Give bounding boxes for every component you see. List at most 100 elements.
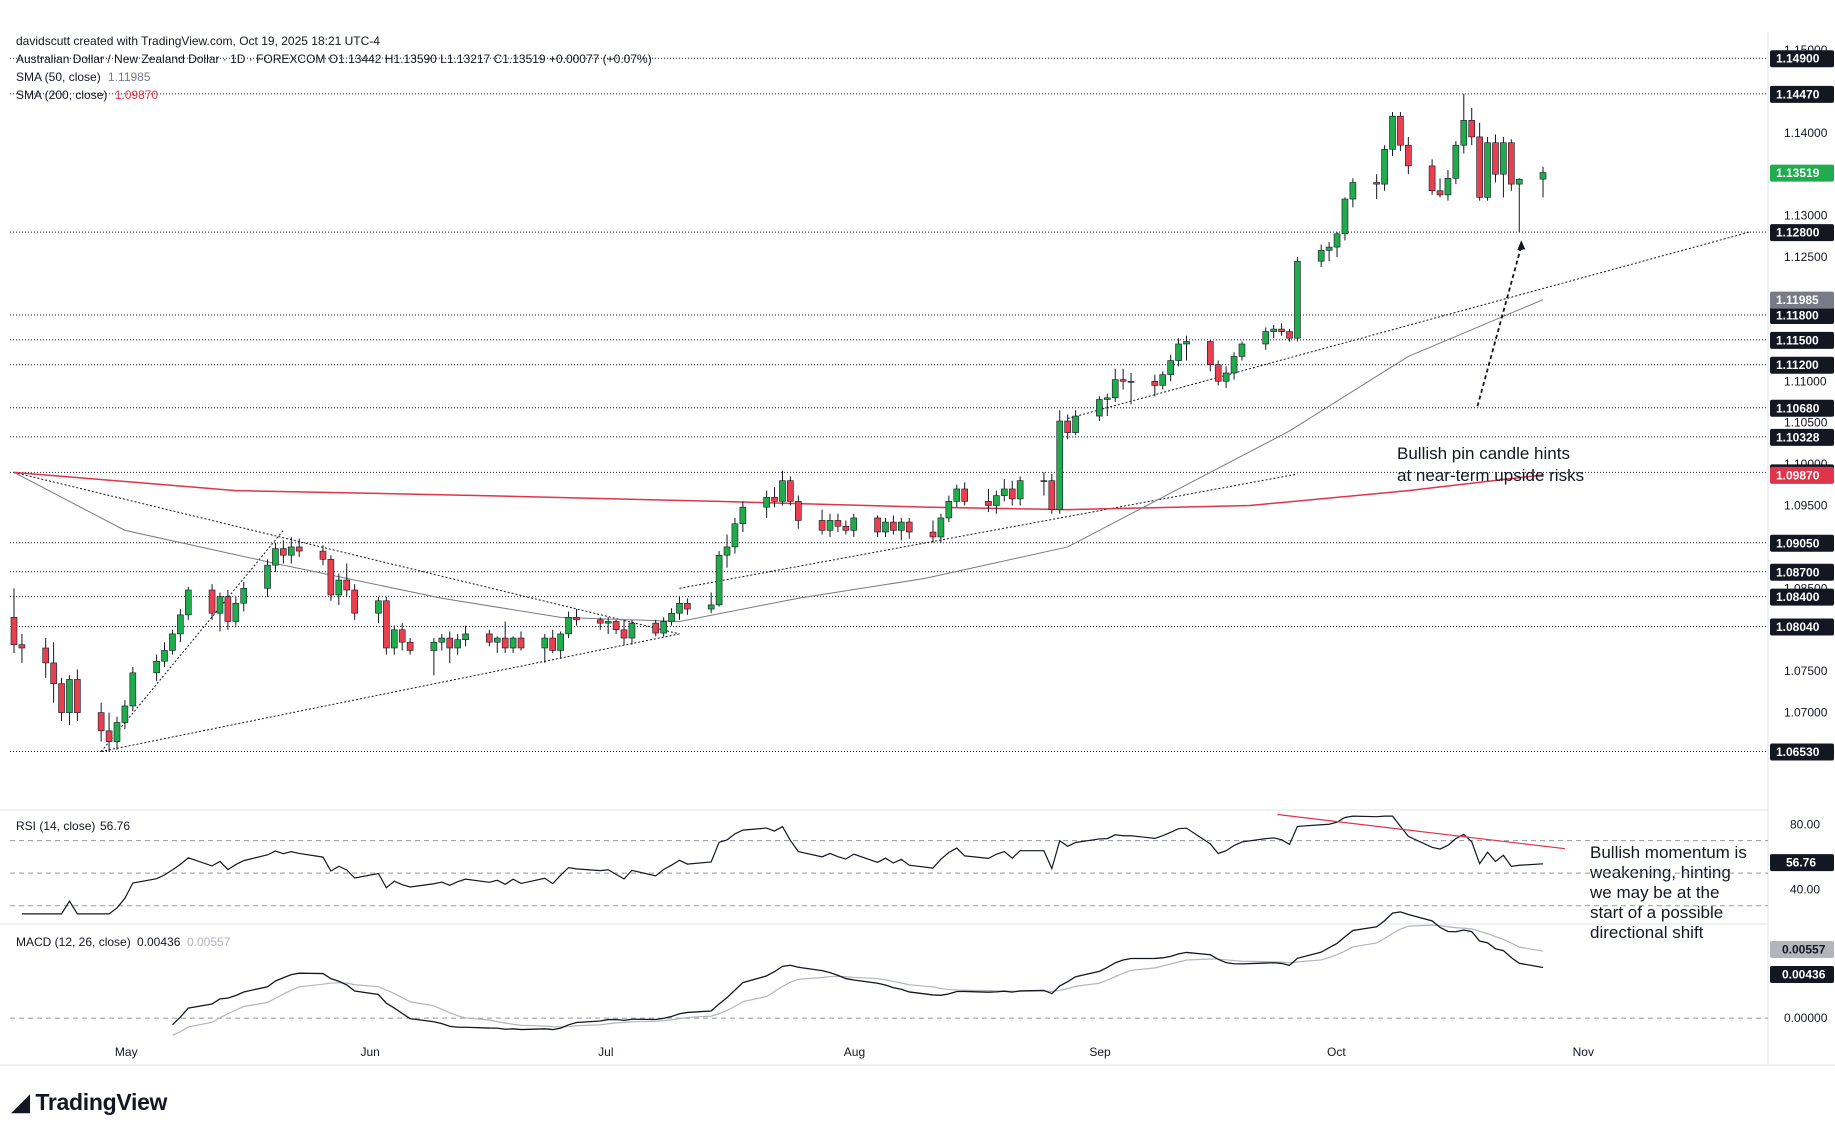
candle <box>240 581 248 612</box>
y-tick-label: 1.13000 <box>1784 209 1828 223</box>
candle <box>105 712 113 752</box>
price-tag-level-bg <box>1770 224 1834 242</box>
macd-line <box>171 911 1544 1031</box>
candle <box>343 563 351 597</box>
candle <box>1476 122 1483 201</box>
candle-body <box>929 531 937 538</box>
candle-body <box>1222 372 1230 382</box>
candle <box>684 598 691 615</box>
candle <box>1492 134 1499 183</box>
price-tag-level: 1.14470 <box>1776 87 1820 101</box>
candle <box>771 487 778 508</box>
trendline-descending <box>13 471 680 635</box>
candle <box>1214 360 1222 386</box>
candle-body <box>898 521 905 531</box>
y-tick-label: 1.12500 <box>1784 250 1828 264</box>
candle-body <box>319 550 327 560</box>
candle-body <box>18 644 26 649</box>
annotation-momentum-line: we may be at the <box>1589 883 1719 902</box>
candle-body <box>1294 260 1301 339</box>
candle-body <box>232 602 240 622</box>
sma50-legend: SMA (50, close) 1.11985 <box>16 70 151 84</box>
candle-body <box>1286 331 1293 339</box>
candle <box>501 621 509 653</box>
candle <box>787 476 794 506</box>
candle-body <box>177 614 184 635</box>
annotation-momentum-line: weakening, hinting <box>1589 863 1731 882</box>
candle <box>335 573 343 605</box>
candle <box>993 490 1000 514</box>
candle <box>1096 396 1103 422</box>
macd-value-tag: 0.00436 <box>1782 968 1826 982</box>
candle <box>549 629 557 653</box>
candle-body <box>1230 356 1238 374</box>
candle <box>287 536 295 564</box>
candle-body <box>161 650 168 662</box>
candle <box>58 677 65 721</box>
price-tag-level-bg <box>1770 428 1834 446</box>
candle-body <box>723 546 731 556</box>
candle-body <box>240 588 248 604</box>
candle-body <box>676 602 683 614</box>
candle <box>1389 112 1396 156</box>
candle <box>517 631 525 651</box>
candle <box>1222 366 1230 388</box>
sma200-legend-label: SMA (200, close) <box>16 88 108 102</box>
candle-body <box>169 633 176 651</box>
trendline-august-rise <box>679 473 1298 589</box>
candle <box>18 633 26 663</box>
x-tick-label: Jul <box>598 1045 613 1059</box>
price-tag-level-bg <box>1770 356 1834 374</box>
candle <box>1397 112 1404 151</box>
candle <box>295 538 303 557</box>
tradingview-logo[interactable]: ◢ TradingView <box>12 1089 167 1116</box>
candle-body <box>905 521 913 533</box>
candle <box>216 592 224 632</box>
rsi-legend-label: RSI (14, close) <box>16 819 95 833</box>
candle <box>1183 335 1190 361</box>
candle <box>818 509 826 535</box>
candle-body <box>1476 136 1483 198</box>
candle-body <box>121 705 129 723</box>
candle-body <box>406 641 414 651</box>
candle-body <box>10 617 18 645</box>
candle <box>945 495 953 523</box>
macd-signal-tag: 0.00557 <box>1782 942 1826 956</box>
candle <box>486 629 493 647</box>
candle <box>161 642 168 668</box>
candle <box>375 596 382 624</box>
rsi-divergence-line <box>1277 813 1566 850</box>
candle <box>739 501 747 533</box>
candle <box>779 470 786 506</box>
price-tag-level-bg <box>1770 588 1834 606</box>
candle <box>438 633 446 651</box>
price-tag-level-bg <box>1770 563 1834 581</box>
candle <box>1460 93 1468 154</box>
candle <box>763 490 770 518</box>
candle-body <box>74 679 81 713</box>
candle-body <box>351 589 358 614</box>
candle-body <box>1484 142 1491 198</box>
x-tick-label: Nov <box>1573 1045 1594 1059</box>
sma200-legend-value: 1.09870 <box>114 88 159 102</box>
candle-body <box>1317 250 1325 262</box>
rsi-legend-value: 56.76 <box>100 819 130 833</box>
candle-body <box>771 496 778 502</box>
candle <box>1286 329 1293 342</box>
candle-body <box>1270 328 1277 332</box>
annotation-momentum-line: directional shift <box>1590 923 1704 942</box>
candle-body <box>1072 415 1079 433</box>
candle <box>596 617 604 630</box>
candle-body <box>446 637 454 649</box>
candle-body <box>945 501 953 519</box>
candle <box>1175 338 1182 367</box>
candle-body <box>50 662 57 684</box>
candle <box>1294 257 1301 342</box>
candle-body <box>787 480 794 502</box>
y-tick-label: 1.11000 <box>1784 374 1827 388</box>
candle <box>1500 136 1507 198</box>
candle <box>1278 323 1285 336</box>
candle-body <box>509 637 517 649</box>
candle-body <box>565 617 572 635</box>
